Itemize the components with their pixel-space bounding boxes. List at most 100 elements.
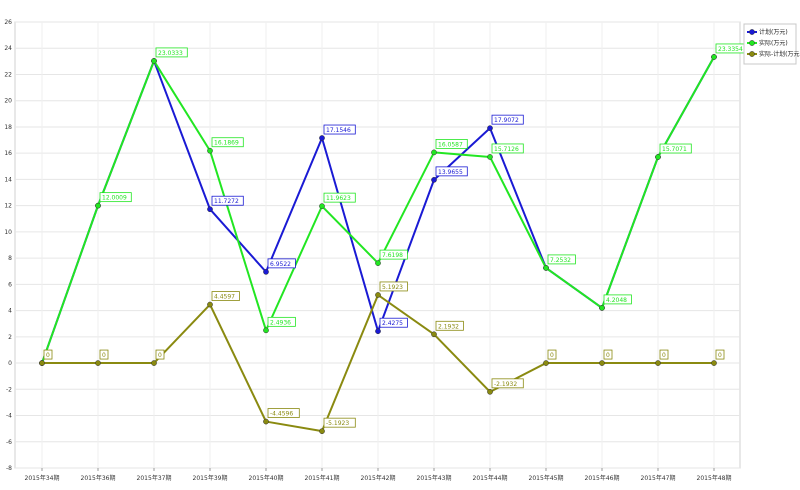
data-label-box xyxy=(379,249,408,260)
y-tick-label: 18 xyxy=(4,124,12,131)
data-label-box xyxy=(435,320,464,331)
x-tick-label: 2015年48期 xyxy=(697,474,732,482)
y-tick-label: -4 xyxy=(6,413,12,420)
data-label: -2.1932 xyxy=(491,378,524,389)
series-2 xyxy=(39,292,717,435)
data-label: 0 xyxy=(603,349,613,360)
x-tick-label: 2015年44期 xyxy=(473,474,508,482)
data-label-text: 17.9072 xyxy=(494,117,519,124)
y-tick-label: 14 xyxy=(4,176,12,183)
data-point xyxy=(655,154,661,160)
data-label-box xyxy=(435,166,468,177)
data-label: 17.9072 xyxy=(491,114,524,125)
y-tick-label: 2 xyxy=(8,334,12,341)
data-point xyxy=(431,331,437,338)
data-point xyxy=(599,360,605,366)
x-tick-label: 2015年34期 xyxy=(25,474,60,482)
data-label-text: 2.4275 xyxy=(382,320,403,327)
data-point xyxy=(151,58,157,64)
data-label-box xyxy=(99,349,109,360)
data-label-box xyxy=(603,349,613,360)
y-tick-label: 24 xyxy=(4,45,12,52)
x-tick-label: 2015年40期 xyxy=(249,474,284,482)
data-label-text: 6.9522 xyxy=(270,261,291,268)
y-tick-label: 8 xyxy=(8,255,12,262)
x-tick-label: 2015年41期 xyxy=(305,474,340,482)
data-label-box xyxy=(491,114,524,125)
data-point xyxy=(431,149,437,156)
series-1 xyxy=(39,54,717,366)
data-label: 0 xyxy=(715,349,725,360)
data-label: 0 xyxy=(99,349,109,360)
legend-swatch-marker xyxy=(749,29,755,35)
x-tick-label: 2015年39期 xyxy=(193,474,228,482)
data-point xyxy=(375,260,381,266)
data-label-box xyxy=(211,137,244,148)
legend-swatch-marker xyxy=(749,51,755,57)
data-label-box xyxy=(155,47,188,58)
y-tick-label: 10 xyxy=(4,229,12,236)
data-label-text: 0 xyxy=(102,352,106,359)
data-label: 16.0587 xyxy=(435,139,468,149)
data-label: -4.4596 xyxy=(267,408,300,418)
data-label: 7.6198 xyxy=(379,249,408,260)
data-label: 2.1932 xyxy=(435,320,464,331)
data-label-text: 2.4936 xyxy=(270,319,291,326)
data-label: 23.3354 xyxy=(715,43,748,54)
data-label: 13.9655 xyxy=(435,166,468,177)
data-point xyxy=(487,154,493,160)
data-label-text: 4.2048 xyxy=(606,297,627,304)
x-tick-label: 2015年47期 xyxy=(641,474,676,482)
data-point xyxy=(207,301,213,308)
x-tick-label: 2015年43期 xyxy=(417,474,452,482)
data-label-box xyxy=(267,316,296,327)
data-label-box xyxy=(491,378,524,389)
data-label-box xyxy=(659,349,669,360)
legend-label: 实际-计划(万元) xyxy=(759,50,800,58)
y-tick-label: 6 xyxy=(8,281,12,288)
data-label-box xyxy=(715,349,725,360)
data-label-box xyxy=(547,349,557,360)
legend-label: 计划(万元) xyxy=(759,28,788,36)
data-label-text: 0 xyxy=(158,352,162,359)
data-label: 12.0009 xyxy=(99,192,132,203)
y-tick-label: 0 xyxy=(8,360,12,367)
data-point xyxy=(319,428,325,435)
x-tick-label: 2015年37期 xyxy=(137,474,172,482)
data-label-text: 4.4597 xyxy=(214,294,235,301)
data-point xyxy=(263,327,269,334)
y-tick-label: -8 xyxy=(6,465,12,472)
data-point xyxy=(263,418,269,425)
data-label: 4.4597 xyxy=(211,291,240,301)
data-point xyxy=(263,269,269,275)
data-label-text: 7.2532 xyxy=(550,257,571,264)
data-point xyxy=(319,203,325,209)
data-label-box xyxy=(211,195,244,206)
data-label: 11.9623 xyxy=(323,192,356,203)
data-label-text: 0 xyxy=(550,352,554,359)
data-point xyxy=(487,388,493,395)
data-label-text: 15.7126 xyxy=(494,146,519,153)
data-point xyxy=(431,177,437,183)
data-label-text: 15.7071 xyxy=(662,146,687,153)
data-label-text: 5.1923 xyxy=(382,284,403,291)
data-label-text: 0 xyxy=(718,352,722,359)
y-tick-label: -6 xyxy=(6,439,12,446)
data-point xyxy=(95,360,101,366)
x-tick-label: 2015年42期 xyxy=(361,474,396,482)
data-label-text: 16.1869 xyxy=(214,140,239,147)
data-label-box xyxy=(99,192,132,203)
x-tick-label: 2015年45期 xyxy=(529,474,564,482)
data-label-box xyxy=(267,258,296,269)
data-label: -5.1923 xyxy=(323,417,356,428)
data-label: 2.4275 xyxy=(379,317,408,328)
data-point xyxy=(375,292,381,298)
legend: 计划(万元) 实际(万元) 实际-计划(万元) xyxy=(743,23,800,65)
data-label-box xyxy=(547,254,576,265)
data-point xyxy=(319,135,325,141)
legend-label: 实际(万元) xyxy=(759,39,788,47)
data-point xyxy=(599,305,605,311)
data-label-text: 2.1932 xyxy=(438,323,459,330)
data-label-box xyxy=(323,124,356,135)
